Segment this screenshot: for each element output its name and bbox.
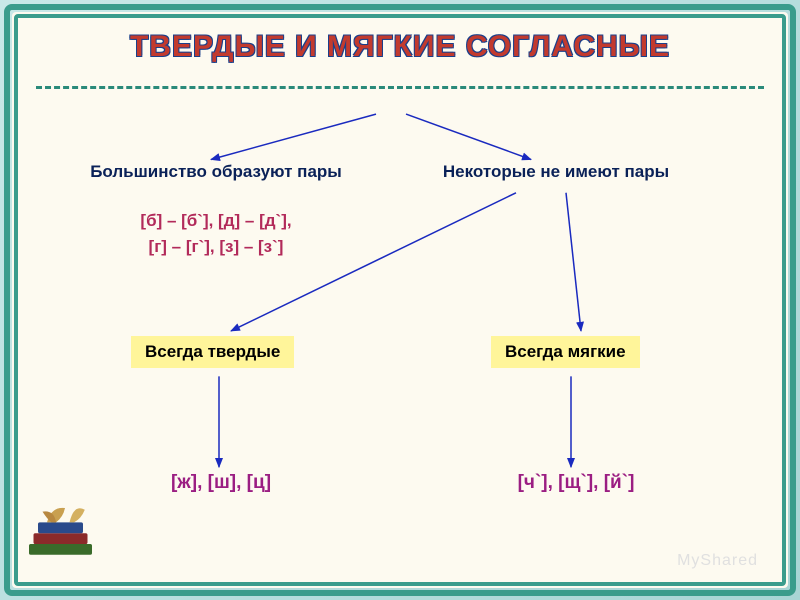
right-branch-heading: Некоторые не имеют пары	[406, 162, 706, 182]
books-icon	[20, 490, 110, 580]
diagram-canvas: Большинство образуют пары [б] – [б`], [д…	[36, 104, 764, 568]
always-soft-label: Всегда мягкие	[491, 336, 640, 368]
left-branch-heading: Большинство образуют пары	[76, 162, 356, 182]
example-line: [г] – [г`], [з] – [з`]	[76, 234, 356, 260]
always-soft-examples: [ч`], [щ`], [й`]	[476, 472, 676, 494]
divider	[36, 86, 764, 89]
page-title: ТВЕРДЫЕ И МЯГКИЕ СОГЛАСНЫЕ	[12, 12, 788, 64]
decorative-frame: ТВЕРДЫЕ И МЯГКИЕ СОГЛАСНЫЕ Большинство о…	[0, 0, 800, 600]
watermark: MyShared	[677, 552, 758, 570]
left-branch-examples: [б] – [б`], [д] – [д`], [г] – [г`], [з] …	[76, 208, 356, 259]
always-hard-examples: [ж], [ш], [ц]	[131, 472, 311, 494]
content-area: ТВЕРДЫЕ И МЯГКИЕ СОГЛАСНЫЕ Большинство о…	[12, 12, 788, 588]
always-hard-label: Всегда твердые	[131, 336, 294, 368]
example-line: [б] – [б`], [д] – [д`],	[76, 208, 356, 234]
